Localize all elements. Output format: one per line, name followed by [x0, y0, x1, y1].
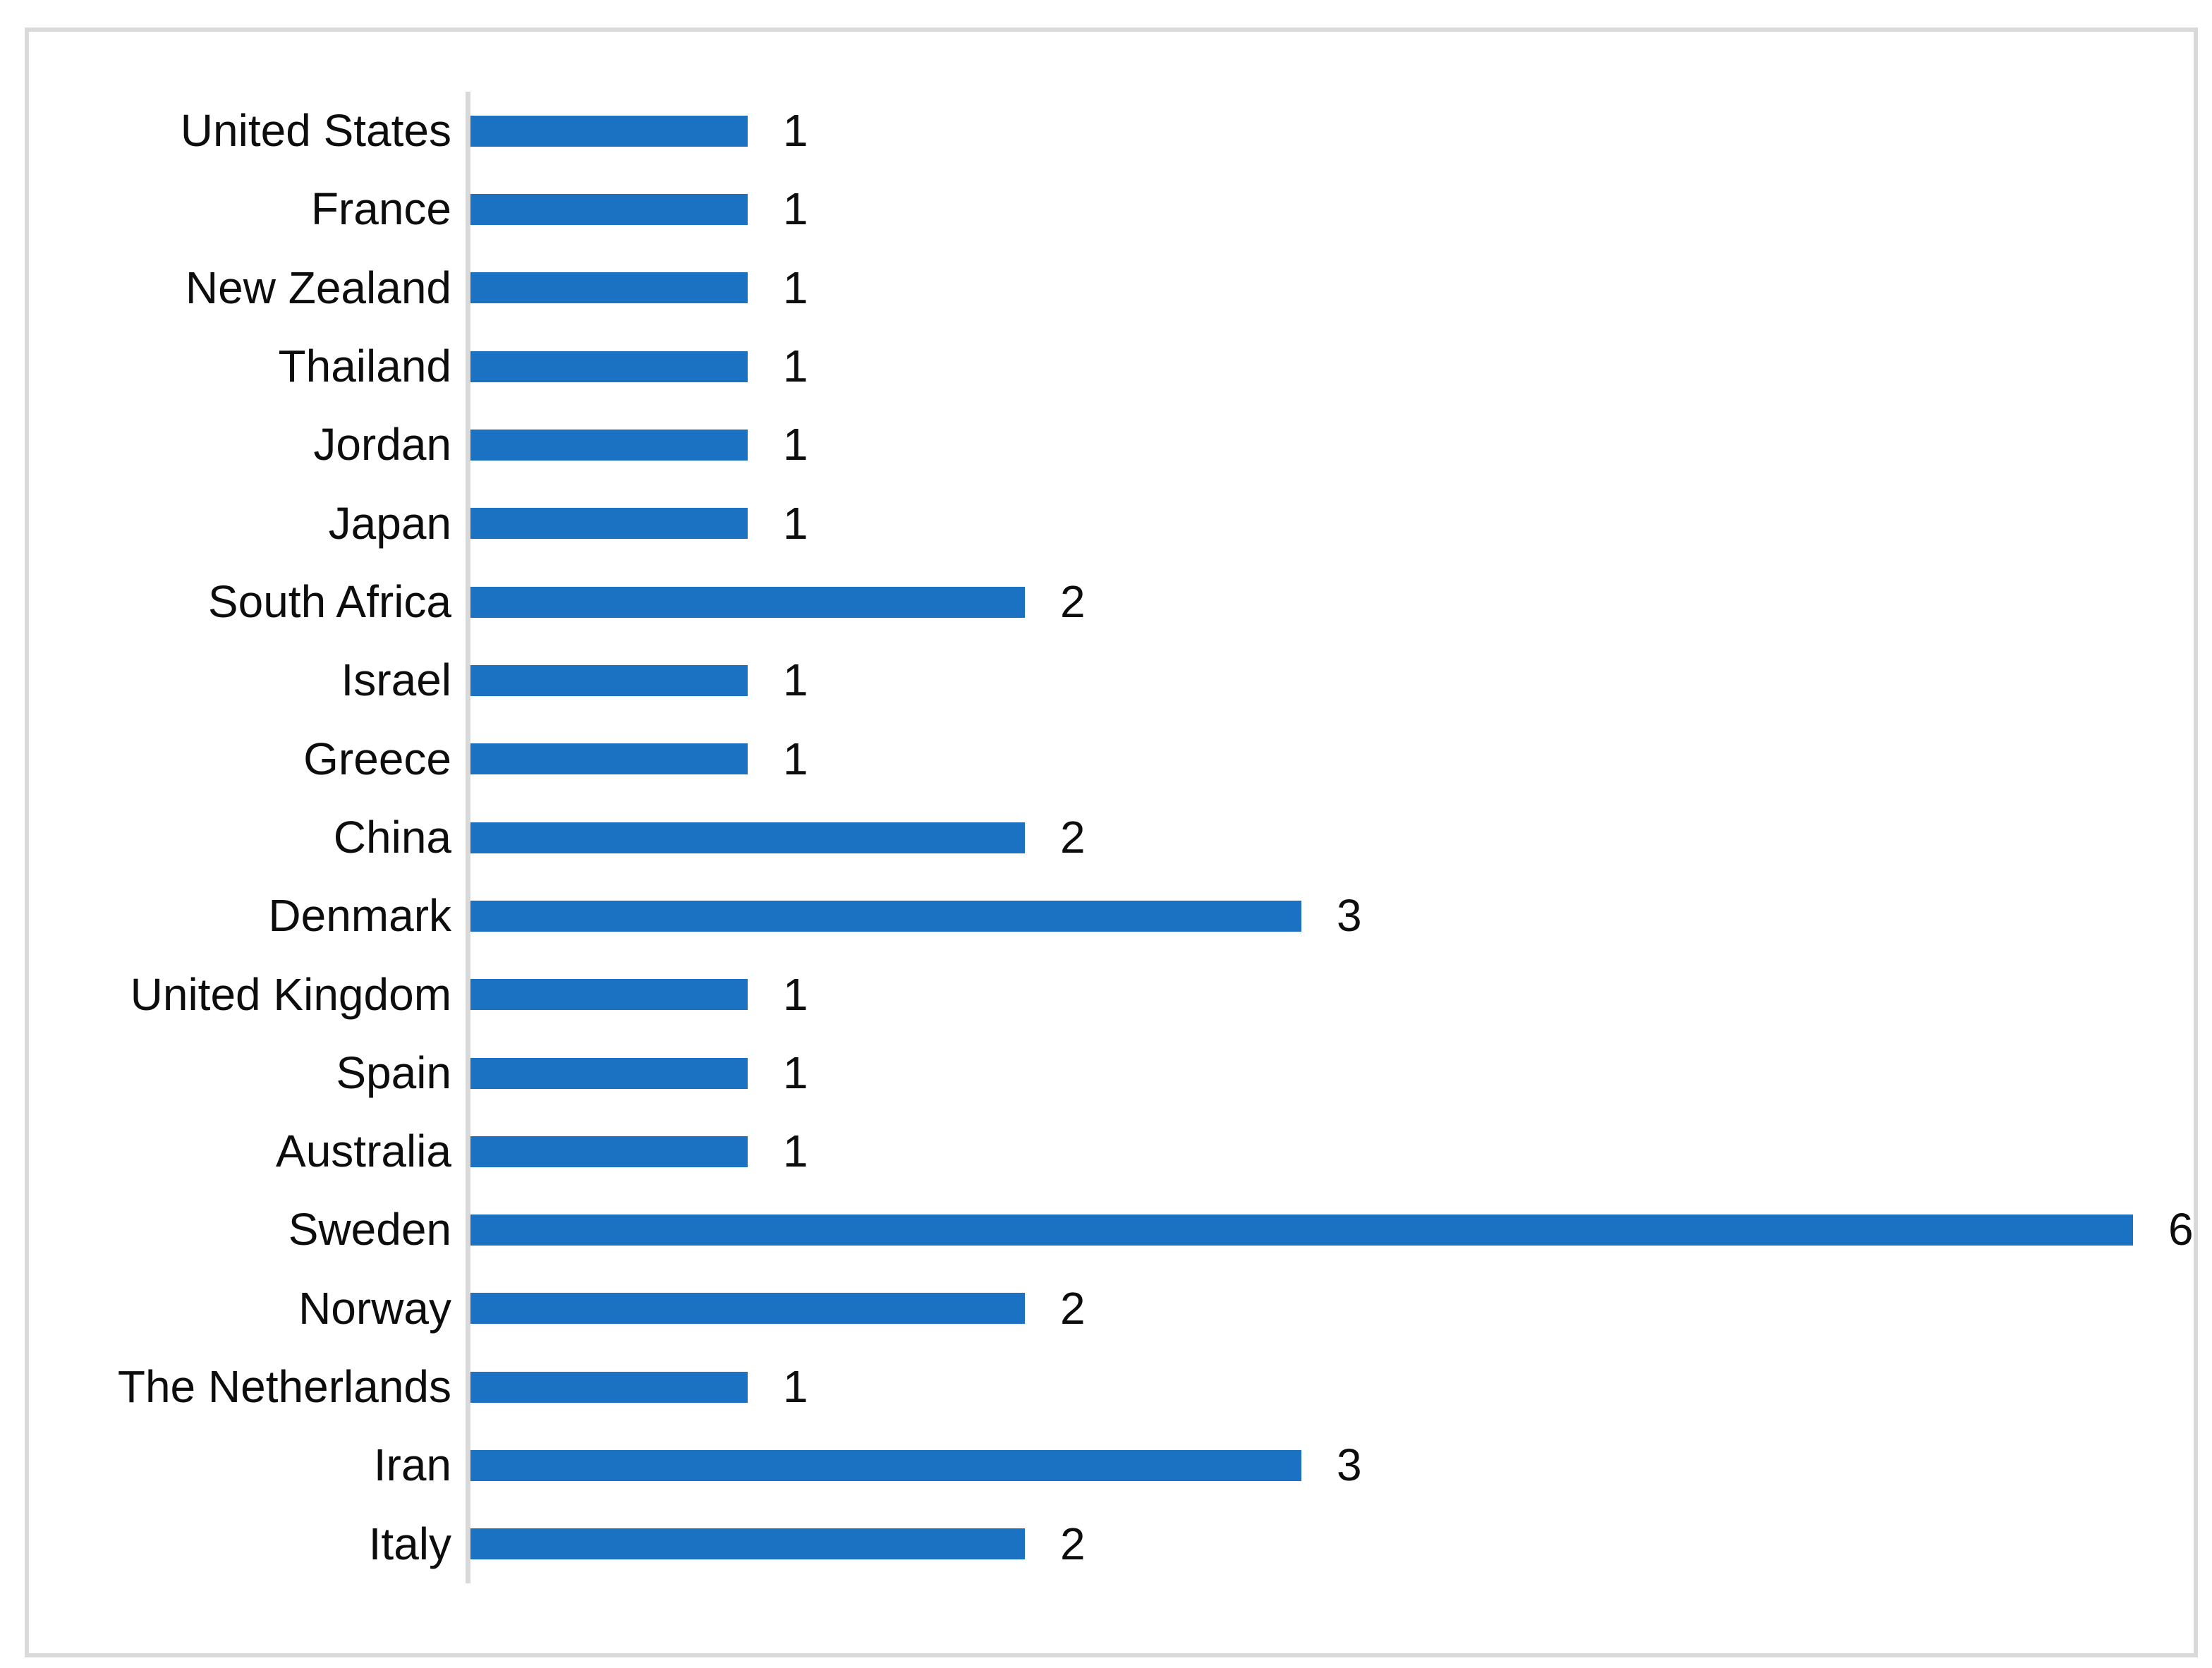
bar-thailand	[470, 351, 748, 382]
bar-iran	[470, 1450, 1301, 1481]
value-label: 1	[783, 655, 808, 705]
chart-frame	[25, 28, 2198, 1657]
category-label: Thailand	[278, 341, 452, 391]
value-label: 1	[783, 1361, 808, 1412]
value-label: 2	[1060, 576, 1086, 627]
category-label: United Kingdom	[130, 969, 451, 1020]
category-label: Denmark	[268, 890, 451, 941]
value-label: 1	[783, 1047, 808, 1098]
value-label: 6	[2168, 1204, 2194, 1255]
bar-italy	[470, 1528, 1025, 1559]
category-label: New Zealand	[185, 262, 451, 313]
value-label: 1	[783, 262, 808, 313]
value-label: 1	[783, 969, 808, 1020]
category-label: Jordan	[313, 419, 451, 470]
category-label: Iran	[373, 1439, 451, 1490]
bar-australia	[470, 1136, 748, 1167]
value-label: 2	[1060, 1518, 1086, 1569]
bar-sweden	[470, 1215, 2133, 1246]
bar-france	[470, 194, 748, 225]
category-label: United States	[180, 105, 451, 156]
bar-the-netherlands	[470, 1372, 748, 1403]
category-label: Spain	[336, 1047, 451, 1098]
bar-norway	[470, 1293, 1025, 1324]
category-label: South Africa	[207, 576, 451, 627]
value-label: 2	[1060, 812, 1086, 863]
category-label: Japan	[328, 498, 451, 549]
bar-jordan	[470, 430, 748, 461]
bar-new-zealand	[470, 272, 748, 303]
category-label: The Netherlands	[117, 1361, 451, 1412]
bar-spain	[470, 1058, 748, 1089]
bar-united-states	[470, 116, 748, 147]
category-label: Sweden	[288, 1204, 451, 1255]
category-label: China	[333, 812, 451, 863]
category-label: Italy	[368, 1518, 451, 1569]
value-label: 1	[783, 341, 808, 391]
bar-south-africa	[470, 587, 1025, 618]
bar-greece	[470, 743, 748, 774]
category-label: Israel	[341, 655, 452, 705]
value-label: 1	[783, 498, 808, 549]
value-label: 1	[783, 183, 808, 234]
category-label: France	[310, 183, 451, 234]
category-label: Greece	[303, 733, 451, 784]
bar-denmark	[470, 901, 1301, 932]
bar-china	[470, 822, 1025, 853]
bar-japan	[470, 508, 748, 539]
value-label: 1	[783, 105, 808, 156]
bar-united-kingdom	[470, 979, 748, 1010]
bar-israel	[470, 665, 748, 696]
value-label: 1	[783, 733, 808, 784]
value-label: 1	[783, 1126, 808, 1176]
category-label: Norway	[298, 1283, 451, 1334]
value-label: 3	[1337, 1439, 1362, 1490]
category-label: Australia	[276, 1126, 451, 1176]
y-axis-line	[466, 92, 470, 1583]
value-label: 1	[783, 419, 808, 470]
value-label: 2	[1060, 1283, 1086, 1334]
value-label: 3	[1337, 890, 1362, 941]
